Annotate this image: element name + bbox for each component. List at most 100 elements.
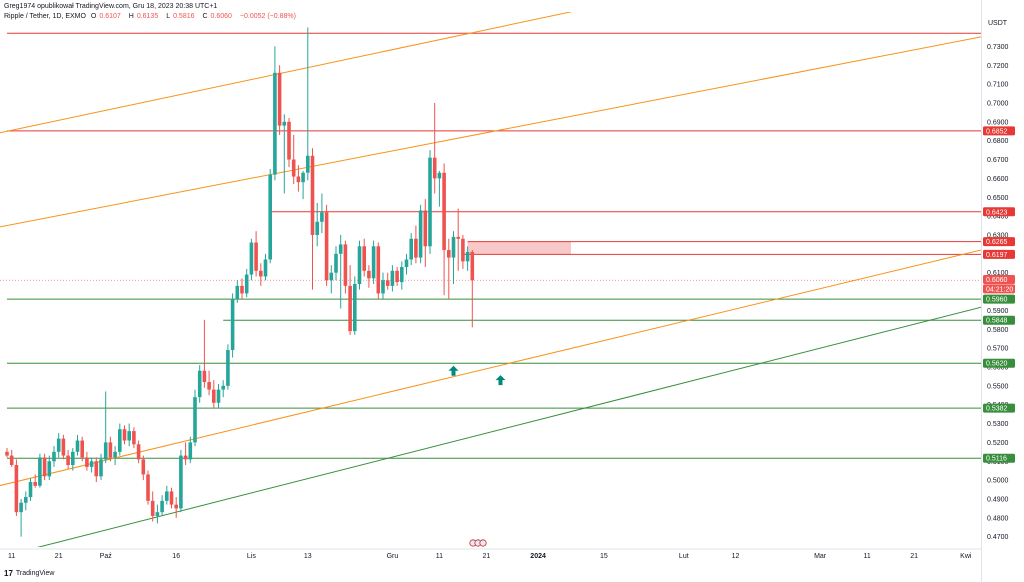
symbol-line: Ripple / Tether, 1D, EXMO O 0.6107 H 0.613… — [4, 12, 299, 22]
candle-body — [9, 455, 14, 466]
brand-name: TradingView — [15, 570, 55, 577]
trendline — [0, 12, 573, 134]
y-tick-label: 0.6600 — [987, 176, 1009, 183]
candle-body — [442, 172, 446, 251]
candle-body — [353, 283, 357, 332]
candle-body — [395, 270, 399, 283]
price-label-text: 04:21:20 — [986, 286, 1013, 293]
price-label-text: 0.6197 — [986, 252, 1008, 259]
y-tick-label: 0.5600 — [987, 364, 1009, 371]
y-tick-label: 0.5700 — [987, 346, 1009, 353]
candle-body — [277, 72, 282, 126]
candle-body — [103, 442, 108, 460]
y-tick-label: 0.6400 — [987, 214, 1009, 221]
x-tick-label: Lut — [679, 553, 689, 560]
x-tick-label: Kwi — [960, 553, 972, 560]
candle-body — [404, 259, 409, 268]
candle-body — [160, 500, 164, 513]
x-tick-label: 12 — [732, 553, 740, 560]
candle-body — [409, 238, 413, 260]
price-label-text: 0.5620 — [986, 361, 1008, 368]
x-tick-label: 11 — [863, 553, 870, 560]
price-label-box — [983, 453, 1015, 463]
candle-body — [465, 251, 470, 262]
candle-body — [414, 238, 418, 258]
y-tick-label: 0.4900 — [987, 496, 1009, 503]
price-label-text: 0.6852 — [986, 128, 1008, 135]
y-tick-label: 0.5300 — [987, 421, 1009, 428]
resistance-zone — [467, 241, 571, 255]
candle-body — [306, 155, 310, 173]
candle-body — [254, 242, 258, 271]
x-tick-label: 2024 — [530, 553, 546, 560]
candle-body — [122, 429, 127, 441]
ohlc-close: C 0.6060 — [202, 13, 232, 20]
candle-body — [89, 461, 94, 467]
candle-body — [320, 212, 324, 222]
price-label-text: 0.6060 — [986, 277, 1008, 284]
candle-body — [150, 500, 155, 516]
candle-body — [334, 253, 338, 273]
price-label-box — [983, 315, 1015, 325]
candle-body — [249, 242, 254, 275]
candle-body — [52, 451, 56, 462]
candle-body — [118, 429, 122, 452]
price-label-box — [983, 403, 1015, 413]
y-tick-label: 0.4700 — [987, 534, 1009, 541]
candle-body — [141, 459, 146, 475]
candle-body — [66, 455, 70, 466]
y-tick-label: 0.6800 — [987, 138, 1009, 145]
price-label-box — [983, 237, 1015, 247]
price-label-text: 0.6423 — [986, 209, 1008, 216]
candle-body — [85, 457, 89, 467]
candle-body — [273, 72, 277, 175]
y-tick-label: 0.5000 — [987, 478, 1009, 485]
candle-body — [136, 444, 141, 460]
ohlc-high: H 0.6135 — [128, 13, 159, 20]
price-label-text: 0.5116 — [986, 456, 1007, 463]
candle-body — [202, 370, 207, 383]
price-label-box — [983, 358, 1015, 368]
candle-body — [400, 267, 404, 283]
candle-body — [99, 459, 103, 477]
candle-body — [259, 270, 263, 277]
candle-body — [329, 272, 334, 281]
price-label-text: 0.5848 — [986, 318, 1008, 325]
y-tick-label: 0.5500 — [987, 383, 1009, 390]
price-label-box — [983, 274, 1015, 284]
candle-body — [447, 250, 451, 258]
footer-branding: 17 TradingView — [4, 569, 54, 579]
x-tick-label: 21 — [483, 553, 491, 560]
candle-body — [61, 438, 66, 456]
candle-body — [127, 431, 131, 441]
up-arrow-icon — [495, 375, 506, 386]
y-tick-label: 0.7200 — [987, 63, 1009, 70]
candle-body — [244, 274, 249, 294]
candle-body — [47, 461, 52, 477]
candle-body — [174, 504, 178, 509]
candle-body — [179, 455, 183, 509]
candle-body — [451, 236, 456, 258]
price-label-box — [983, 284, 1015, 294]
price-label-text: 0.5960 — [986, 297, 1008, 304]
candle-body — [132, 431, 136, 445]
candle-body — [193, 397, 197, 443]
candle-body — [418, 210, 423, 258]
candle-body — [207, 382, 211, 390]
candle-body — [165, 491, 169, 501]
candle-body — [14, 465, 19, 513]
candle-body — [38, 457, 42, 486]
candle-body — [71, 451, 75, 466]
candle-body — [113, 451, 117, 458]
symbol-name[interactable]: Ripple / Tether, 1D, EXMO — [4, 13, 86, 20]
y-tick-label: 0.5800 — [987, 327, 1009, 334]
candle-body — [221, 385, 225, 390]
currency-label: USDT — [988, 20, 1008, 27]
candle-body — [42, 457, 47, 477]
candle-body — [376, 246, 381, 294]
candle-body — [338, 244, 343, 254]
trendline — [0, 36, 981, 228]
candle-body — [235, 285, 240, 300]
candle-body — [385, 280, 390, 286]
